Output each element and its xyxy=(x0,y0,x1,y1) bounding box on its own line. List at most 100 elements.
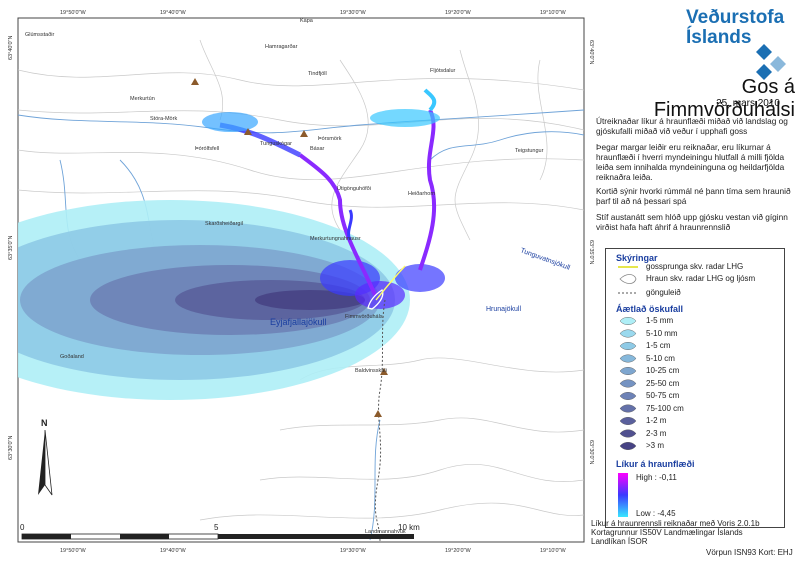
legend-title: Skýringar xyxy=(616,253,658,263)
place-label: Teigstungur xyxy=(515,148,544,154)
right-coord: 63°40'0"N xyxy=(588,40,594,64)
hiking-trail xyxy=(374,299,386,542)
legend-ash-swatch xyxy=(619,317,637,325)
place-label: Tindfjöll xyxy=(308,71,327,77)
legend-ash-swatch xyxy=(619,392,637,400)
legend-lava-low: Low : -4,45 xyxy=(636,509,676,518)
legend-lava-ramp xyxy=(618,473,628,517)
north-arrow-icon: N xyxy=(38,418,53,496)
glacier-label-eyjafjallajokull: Eyjafjallajökull xyxy=(270,317,327,327)
right-coord: 63°30'0"N xyxy=(588,440,594,464)
legend-ash-label: 75-100 cm xyxy=(646,403,684,413)
place-label: Þórsmörk xyxy=(318,136,342,142)
legend-ash-swatch xyxy=(619,379,637,388)
scale-label: 0 xyxy=(20,523,25,532)
place-label: Þórólfsfell xyxy=(195,146,219,152)
place-label: Baldvinsskáli xyxy=(355,368,387,374)
place-label: Básar xyxy=(310,146,325,152)
place-label: Stóra-Mörk xyxy=(150,116,177,122)
left-coord: 63°30'0"N xyxy=(8,436,14,460)
place-label: Kápa xyxy=(300,18,314,24)
glacier-label-hrunajokull: Hrunajökull xyxy=(486,306,521,313)
legend-ash-swatches xyxy=(619,317,637,450)
left-coord: 63°35'0"N xyxy=(8,236,14,260)
legend-swatches xyxy=(618,266,638,517)
scale-label: 5 xyxy=(214,523,219,532)
right-coord: 63°35'0"N xyxy=(588,240,594,264)
place-label: Tunguskógar xyxy=(260,141,292,147)
contour-lines xyxy=(18,39,584,521)
legend-ash-swatch xyxy=(619,367,637,375)
legend-ash-label: 5-10 mm xyxy=(646,328,678,338)
bottom-coord: 19°30'0"W xyxy=(340,548,366,554)
legend-label-lava-outline: Hraun skv. radar LHG og ljósm xyxy=(646,274,756,283)
legend-ash-title: Áætlað öskufall xyxy=(616,304,684,314)
legend-swatch-lava xyxy=(619,274,637,284)
top-coord: 19°20'0"W xyxy=(445,10,471,16)
legend-ash-swatch xyxy=(619,442,637,450)
scale-bar: 0 5 10 km xyxy=(20,523,420,540)
legend-ash-label: 25-50 cm xyxy=(646,378,680,388)
map-title: Gos á Fimmvörðuhálsi xyxy=(653,76,795,121)
map-date: 25. mars 2010 xyxy=(716,98,780,109)
legend-label-trail: gönguleið xyxy=(646,288,681,297)
footer-line: Kortagrunnur IS50V Landmælingar Íslands xyxy=(591,528,743,537)
legend-lava-title: Líkur á hraunflæði xyxy=(616,459,695,469)
north-label: N xyxy=(41,418,48,428)
legend-ash-label: >3 m xyxy=(646,441,665,450)
coordinate-labels: 19°50'0"W 19°40'0"W 19°30'0"W 19°20'0"W … xyxy=(8,10,594,554)
lava-outline xyxy=(367,289,384,310)
legend-lava-high: High : -0,11 xyxy=(636,473,677,482)
place-label: Merkurtún xyxy=(130,96,155,102)
legend-ash-label: 50-75 cm xyxy=(646,391,680,400)
org-logo: Veðurstofa Íslands xyxy=(686,7,796,80)
place-label: Útigönguhöfði xyxy=(337,185,371,192)
footer-line: Líkur á hraunrennsli reiknaðar með Voris… xyxy=(591,519,760,528)
legend-ash-label: 1-2 m xyxy=(646,416,667,425)
legend-box: Skýringar gossprunga skv. radar LHG Hrau… xyxy=(605,248,785,528)
description-paragraph: Útreiknaðar líkur á hraunflæði miðað við… xyxy=(596,116,788,136)
description-paragraph: Stíf austanátt sem hlóð upp gjósku vesta… xyxy=(596,212,788,232)
place-label: Heiðarhorn xyxy=(408,190,435,197)
footer-line: Landlíkan ÍSOR xyxy=(591,537,648,546)
bottom-coord: 19°20'0"W xyxy=(445,548,471,554)
place-label: Goðaland xyxy=(60,353,84,360)
legend-ash-swatch xyxy=(619,342,637,350)
top-coord: 19°30'0"W xyxy=(340,10,366,16)
scale-label: 10 km xyxy=(398,523,420,532)
top-coord: 19°50'0"W xyxy=(60,10,86,16)
legend-ash-label: 2-3 m xyxy=(646,428,667,438)
place-label: Merkurtungnahnausr xyxy=(310,236,361,242)
logo-mark-icon xyxy=(756,44,786,80)
legend-ash-swatch xyxy=(619,404,637,413)
place-label: Skarðsheiðargil xyxy=(205,220,243,227)
org-name-line2: Íslands xyxy=(686,27,752,48)
legend-ash-label: 5-10 cm xyxy=(646,353,675,363)
bottom-coord: 19°40'0"W xyxy=(160,548,186,554)
legend-ash-swatch xyxy=(619,329,637,338)
footer-credit: Vörpun ISN93 Kort: EHJ xyxy=(706,548,793,557)
place-label: Fimmvörðuháls xyxy=(345,313,383,320)
place-label: Glúmsstaðir xyxy=(25,31,55,38)
legend-ash-swatch xyxy=(619,429,637,438)
place-label: Hamragarðar xyxy=(265,43,298,50)
bottom-coord: 19°10'0"W xyxy=(540,548,566,554)
left-coord: 63°40'0"N xyxy=(8,36,14,60)
legend-ash-swatch xyxy=(619,354,637,363)
legend-ash-swatch xyxy=(619,417,637,425)
legend-ash-label: 1-5 mm xyxy=(646,316,674,325)
legend-ash-label: 10-25 cm xyxy=(646,366,680,375)
ash-plume xyxy=(18,200,410,400)
hut-markers xyxy=(191,78,388,417)
description-paragraph: Þegar margar leiðir eru reiknaðar, eru l… xyxy=(596,142,785,182)
place-label: Landmannahvuk xyxy=(365,529,406,535)
description-paragraph: Kortið sýnir hvorki rúmmál né þann tíma … xyxy=(596,186,791,206)
fissure-line xyxy=(375,265,406,301)
top-coord: 19°10'0"W xyxy=(540,10,566,16)
top-coord: 19°40'0"W xyxy=(160,10,186,16)
org-name-line1: Veðurstofa xyxy=(686,7,785,28)
bottom-coord: 19°50'0"W xyxy=(60,548,86,554)
legend-ash-label: 1-5 cm xyxy=(646,341,671,350)
place-label: Fljótsdalur xyxy=(430,68,456,74)
